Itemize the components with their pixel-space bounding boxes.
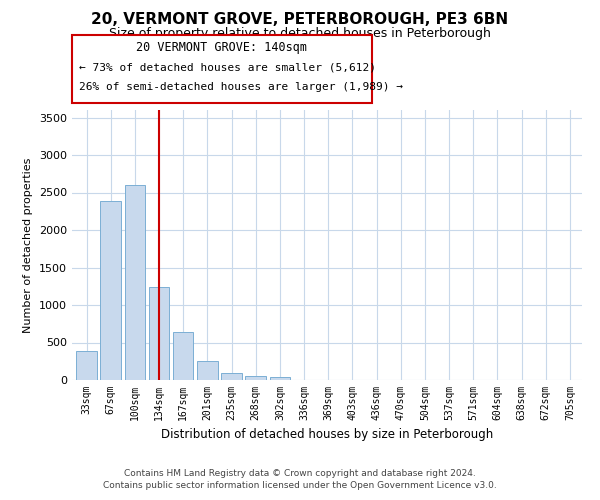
Text: Contains HM Land Registry data © Crown copyright and database right 2024.: Contains HM Land Registry data © Crown c… [124, 468, 476, 477]
Bar [76, 351, 97, 380]
Bar [269, 378, 290, 380]
Text: 20 VERMONT GROVE: 140sqm: 20 VERMONT GROVE: 140sqm [137, 41, 308, 54]
Bar [245, 376, 266, 380]
Bar [221, 372, 242, 380]
Text: Size of property relative to detached houses in Peterborough: Size of property relative to detached ho… [109, 28, 491, 40]
Bar [173, 332, 193, 380]
Text: 20, VERMONT GROVE, PETERBOROUGH, PE3 6BN: 20, VERMONT GROVE, PETERBOROUGH, PE3 6BN [91, 12, 509, 28]
Bar [149, 287, 169, 380]
Text: Contains public sector information licensed under the Open Government Licence v3: Contains public sector information licen… [103, 481, 497, 490]
Text: 26% of semi-detached houses are larger (1,989) →: 26% of semi-detached houses are larger (… [79, 82, 403, 92]
Y-axis label: Number of detached properties: Number of detached properties [23, 158, 34, 332]
Bar [100, 200, 121, 380]
Bar [197, 361, 218, 380]
Bar [125, 185, 145, 380]
X-axis label: Distribution of detached houses by size in Peterborough: Distribution of detached houses by size … [161, 428, 493, 442]
Text: ← 73% of detached houses are smaller (5,612): ← 73% of detached houses are smaller (5,… [79, 62, 376, 72]
